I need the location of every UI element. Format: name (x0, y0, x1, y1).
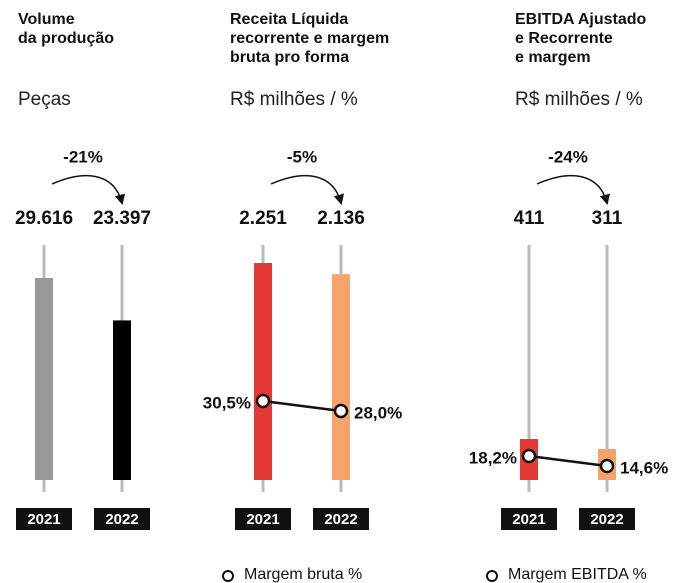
legend-marker (222, 570, 234, 582)
year-label: 2022 (590, 511, 623, 528)
legend-label: Margem bruta % (244, 566, 362, 583)
bar (113, 320, 131, 480)
year-box (579, 508, 635, 530)
legend-marker (486, 570, 498, 582)
margin-label: 28,0% (354, 403, 402, 422)
change-arrow (536, 174, 610, 206)
change-arrow (51, 174, 125, 206)
value-label: 29.616 (15, 208, 73, 229)
margin-point (599, 458, 615, 474)
value-label: 311 (592, 208, 623, 229)
panel-title: Volume da produção (18, 11, 115, 47)
value-label: 23.397 (93, 208, 151, 229)
bar (254, 263, 272, 480)
panel-title: Receita Líquida recorrente e margem brut… (230, 11, 390, 66)
panel-subtitle: R$ milhões / % (230, 89, 358, 110)
year-label: 2021 (512, 511, 545, 528)
year-label: 2022 (105, 511, 138, 528)
panel-subtitle: R$ milhões / % (515, 89, 643, 110)
margin-label: 18,2% (469, 448, 517, 467)
margin-line (528, 454, 608, 468)
year-box (16, 508, 72, 530)
value-label: 2.136 (317, 208, 365, 229)
change-arrow (270, 174, 344, 206)
year-label: 2021 (27, 511, 60, 528)
change-label: -5% (287, 147, 317, 166)
change-label: -24% (548, 147, 588, 166)
bar (332, 274, 350, 480)
year-box (235, 508, 291, 530)
margin-point (333, 403, 349, 419)
value-label: 411 (514, 208, 545, 229)
year-label: 2022 (324, 511, 357, 528)
margin-point (255, 393, 271, 409)
margin-label: 30,5% (203, 393, 251, 412)
year-box (501, 508, 557, 530)
year-label: 2021 (246, 511, 279, 528)
margin-point (521, 448, 537, 464)
panel-subtitle: Peças (18, 89, 71, 110)
value-label: 2.251 (239, 208, 287, 229)
margin-label: 14,6% (620, 458, 668, 477)
year-box (313, 508, 369, 530)
margin-line (262, 399, 342, 413)
bar (35, 278, 53, 480)
year-box (94, 508, 150, 530)
panel-title: EBITDA Ajustado e Recorrente e margem (515, 11, 647, 66)
change-label: -21% (63, 147, 103, 166)
legend-label: Margem EBITDA % (508, 566, 647, 583)
